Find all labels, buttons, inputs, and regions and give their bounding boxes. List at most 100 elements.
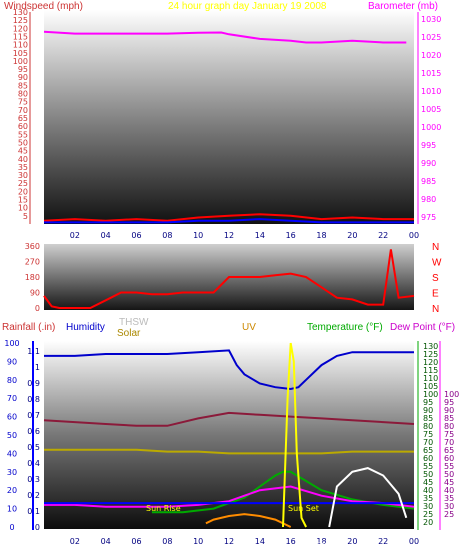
series-thsw [328, 467, 408, 528]
series-wind [43, 213, 414, 222]
p3-left-tick-10: 100 [4, 339, 19, 348]
panel3-left-ticks: 0 10 20 30 40 50 60 70 80 90 100 [4, 339, 19, 532]
p3-uv-tick-14: 90 [423, 406, 433, 415]
series-uv [205, 513, 292, 528]
p3-left-tick-3: 30 [7, 468, 17, 477]
panel1-right-ticks: 975 980 985 990 995 1000 1005 1010 1015 1020 1025 1… [421, 15, 441, 222]
series-solar [44, 448, 414, 455]
p3-x-tick-10: 22 [378, 537, 388, 546]
legend-dewpoint: Dew Point (°F) [390, 322, 455, 333]
p3-left-tick-7: 70 [7, 394, 17, 403]
p1-left-tick-1: 10 [18, 204, 28, 213]
p3-x-tick-2: 06 [131, 537, 141, 546]
p1-left-tick-3: 20 [18, 187, 28, 196]
p1-left-tick-5: 30 [18, 171, 28, 180]
p1-left-tick-23: 120 [13, 24, 28, 33]
p3-left-tick-2: 20 [7, 486, 17, 495]
p2-dir-tick-3: E [432, 289, 439, 300]
series-solar_peak [282, 342, 307, 528]
p3-x-tick-5: 12 [224, 537, 234, 546]
p1-left-tick-11: 60 [18, 122, 28, 131]
p3-uv-tick-9: 65 [423, 446, 433, 455]
legend-solar: Solar [117, 328, 141, 339]
p1-x-tick-8: 18 [316, 231, 326, 240]
p1-x-tick-1: 04 [101, 231, 111, 240]
plot-area-1 [44, 10, 414, 224]
p1-left-tick-6: 35 [18, 163, 28, 172]
p1-right-tick-10: 1025 [421, 33, 441, 42]
p3-left-tick-8: 80 [7, 376, 17, 385]
panel-multi: Rainfall (.in) Humidity THSW Solar UV Te… [2, 317, 459, 549]
legend-rainfall: Rainfall (.in) [2, 322, 55, 333]
p3-uv-tick-18: 110 [423, 374, 438, 383]
p1-x-tick-3: 08 [162, 231, 172, 240]
p1-left-tick-14: 75 [18, 98, 28, 107]
p3-left-tick-1: 10 [7, 505, 17, 514]
p1-left-tick-25: 130 [13, 8, 28, 17]
p2-left-tick-1: 90 [30, 289, 40, 298]
plot-area-3 [44, 341, 414, 529]
p3-dew-tick-4: 45 [444, 478, 454, 487]
p1-x-tick-5: 12 [224, 231, 234, 240]
panel1-x-ticks: 02 04 06 08 10 12 14 16 18 20 22 00 [70, 231, 419, 240]
p3-uv-tick-10: 70 [423, 438, 433, 447]
series-baro [43, 30, 407, 44]
series-temp_green [151, 470, 415, 514]
p1-right-tick-8: 1015 [421, 69, 441, 78]
panel1-title: 24 hour graph day January 19 2008 [168, 1, 327, 12]
p1-left-tick-13: 70 [18, 106, 28, 115]
p3-dew-tick-11: 80 [444, 422, 454, 431]
p2-left-tick-4: 360 [25, 242, 40, 251]
p3-x-tick-9: 20 [347, 537, 357, 546]
p1-left-tick-24: 125 [13, 16, 28, 25]
annotation-sun-rise: Sun Rise [146, 504, 181, 513]
p1-right-tick-11: 1030 [421, 15, 441, 24]
p3-uv-tick-4: 40 [423, 486, 433, 495]
p1-x-tick-10: 22 [378, 231, 388, 240]
panel-wind-barometer: Windspeed (mph) 24 hour graph day Januar… [4, 1, 441, 240]
p1-left-tick-19: 100 [13, 57, 28, 66]
p1-right-tick-6: 1005 [421, 105, 441, 114]
p3-dew-tick-2: 35 [444, 494, 454, 503]
p1-left-tick-0: 5 [23, 212, 28, 221]
p3-uv-tick-12: 80 [423, 422, 433, 431]
p3-uv-tick-5: 45 [423, 478, 433, 487]
p3-dew-tick-6: 55 [444, 462, 454, 471]
p1-left-tick-4: 25 [18, 179, 28, 188]
p1-right-tick-9: 1020 [421, 51, 441, 60]
legend-temperature: Temperature (°F) [307, 322, 383, 333]
series-temp [43, 411, 415, 427]
p3-uv-tick-17: 105 [423, 382, 438, 391]
p1-left-tick-8: 45 [18, 147, 28, 156]
series-dew [44, 485, 415, 508]
p3-x-tick-4: 10 [193, 537, 203, 546]
p3-uv-tick-20: 120 [423, 358, 438, 367]
p1-left-tick-21: 110 [13, 41, 28, 50]
p1-x-tick-4: 10 [193, 231, 203, 240]
p3-x-tick-0: 02 [70, 537, 80, 546]
p1-x-tick-2: 06 [131, 231, 141, 240]
p1-left-tick-18: 95 [18, 65, 28, 74]
p3-x-tick-6: 14 [255, 537, 265, 546]
p3-uv-tick-15: 95 [423, 398, 433, 407]
series-direction [43, 249, 415, 309]
p1-x-tick-6: 14 [255, 231, 265, 240]
p1-x-tick-11: 00 [409, 231, 419, 240]
p2-dir-tick-2: S [432, 273, 439, 284]
p1-left-tick-7: 40 [18, 155, 28, 164]
p1-right-tick-5: 1000 [421, 123, 441, 132]
p3-uv-tick-6: 50 [423, 470, 433, 479]
p3-x-tick-7: 16 [286, 537, 296, 546]
p3-left-tick-5: 50 [7, 431, 17, 440]
p1-right-tick-1: 980 [421, 195, 436, 204]
p1-x-tick-7: 16 [286, 231, 296, 240]
series-gust [44, 218, 414, 224]
p3-x-tick-1: 04 [101, 537, 111, 546]
p3-dew-tick-7: 60 [444, 454, 454, 463]
p3-uv-tick-21: 125 [423, 350, 438, 359]
p3-dew-tick-1: 30 [444, 502, 454, 511]
p1-left-tick-2: 15 [18, 196, 28, 205]
p1-right-tick-7: 1010 [421, 87, 441, 96]
annotation-moon-set: Moon Set [305, 540, 342, 549]
